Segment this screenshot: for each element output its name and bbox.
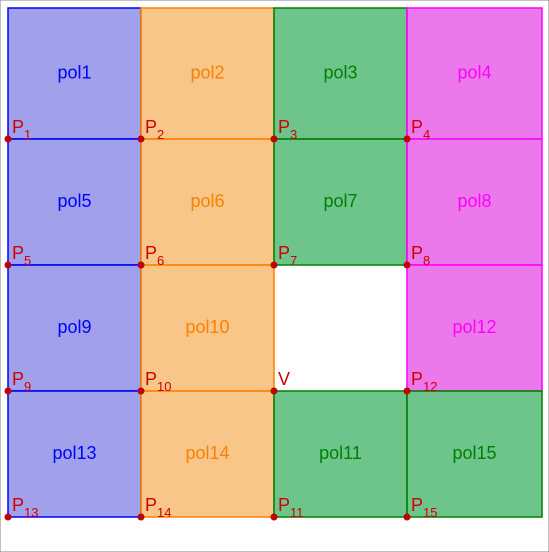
point-V [271,388,278,395]
point-P10 [138,388,145,395]
cell-label-pol12: pol12 [452,317,496,337]
cell-label-pol3: pol3 [323,62,357,82]
grid-diagram: pol1 pol2 pol3 pol4 pol5 pol6 pol7 pol8 pol9 pol1… [0,0,549,552]
point-P9 [5,388,12,395]
cell-label-pol10: pol10 [185,317,229,337]
cell-label-pol7: pol7 [323,191,357,211]
point-P5 [5,262,12,269]
point-P3 [271,136,278,143]
cell-label-pol2: pol2 [190,62,224,82]
cell-label-pol9: pol9 [57,317,91,337]
cell-label-pol5: pol5 [57,191,91,211]
point-P12 [404,388,411,395]
point-P2 [138,136,145,143]
point-P6 [138,262,145,269]
point-P15 [404,514,411,521]
point-P7 [271,262,278,269]
cell-label-pol8: pol8 [457,191,491,211]
point-P13 [5,514,12,521]
point-P4 [404,136,411,143]
cell-label-pol6: pol6 [190,191,224,211]
point-P14 [138,514,145,521]
point-P8 [404,262,411,269]
cell-label-pol1: pol1 [57,62,91,82]
point-P1 [5,136,12,143]
cell-label-pol11: pol11 [319,443,362,463]
point-P11 [271,514,278,521]
cell-label-pol14: pol14 [185,443,229,463]
cell-label-pol4: pol4 [457,62,491,82]
cell-label-pol15: pol15 [452,443,496,463]
cell-label-pol13: pol13 [52,443,96,463]
point-label-V: V [278,369,290,389]
